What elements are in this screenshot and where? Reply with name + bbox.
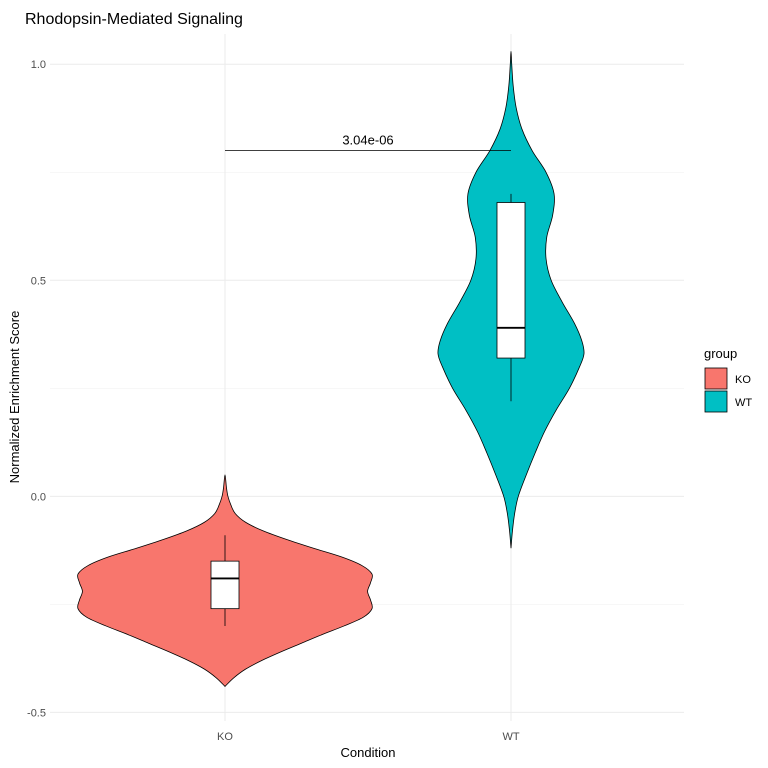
y-axis-ticks: -0.5 0.0 0.5 1.0 [27, 59, 46, 719]
x-tick-label: KO [217, 731, 233, 743]
legend-label-wt: WT [735, 397, 752, 409]
y-tick-label: 1.0 [31, 59, 46, 71]
violins [77, 50, 585, 687]
chart-title: Rhodopsin-Mediated Signaling [25, 11, 243, 28]
legend-key-ko [704, 367, 728, 390]
y-tick-label: -0.5 [27, 707, 46, 719]
boxplots [210, 193, 526, 626]
x-axis-ticks: KO WT [217, 731, 520, 743]
y-tick-label: 0.5 [31, 275, 46, 287]
p-value-label: 3.04e-06 [342, 133, 393, 148]
legend-label-ko: KO [735, 374, 751, 386]
legend-title: group [704, 346, 737, 361]
y-tick-label: 0.0 [31, 491, 46, 503]
box-ko [210, 560, 240, 610]
x-axis-title: Condition [341, 745, 396, 760]
box-wt [496, 202, 526, 359]
y-axis-title: Normalized Enrichment Score [7, 311, 22, 484]
annotations: 3.04e-06 [225, 133, 511, 152]
legend-key-wt [704, 390, 728, 413]
x-tick-label: WT [502, 731, 519, 743]
legend: group KO WT [704, 346, 752, 413]
